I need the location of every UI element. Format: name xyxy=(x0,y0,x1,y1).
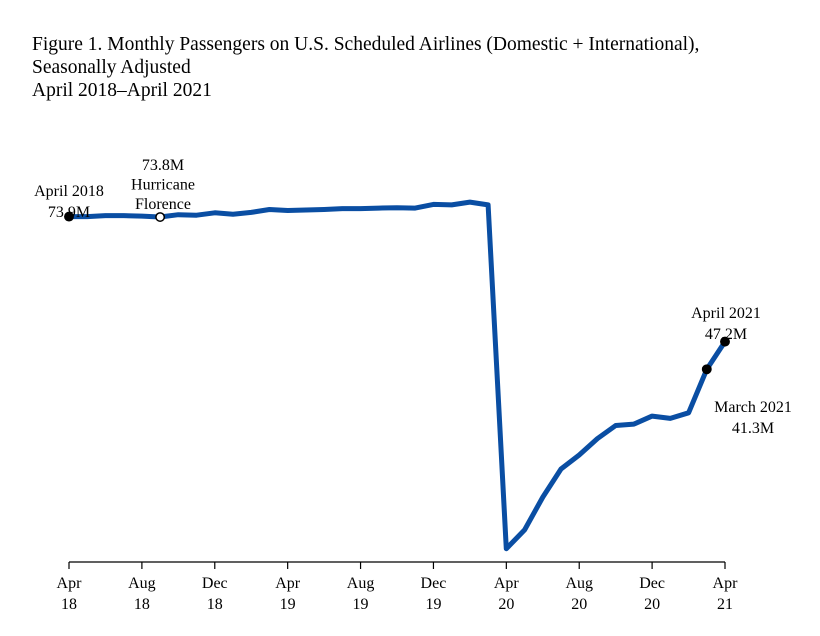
x-tick-label-year: 20 xyxy=(571,596,587,613)
x-tick-label: Apr 21 xyxy=(713,575,739,613)
x-tick-label-month: Apr xyxy=(275,575,301,592)
annotation-line: March 2021 xyxy=(714,399,792,416)
chart-title-line-3: April 2018–April 2021 xyxy=(32,80,212,101)
annotation-label: April 2021 47.2M xyxy=(691,305,761,343)
x-tick-label-year: 20 xyxy=(644,596,660,613)
x-axis: Apr 18 Aug 18 Dec 18 Apr 19 Aug 19 Dec 19 Apr 20 Aug 20… xyxy=(57,561,739,613)
annotation-line: 73.8M xyxy=(142,157,184,174)
annotation-label: March 2021 41.3M xyxy=(714,399,792,437)
x-tick-label-year: 18 xyxy=(134,596,150,613)
x-tick-label-year: 19 xyxy=(353,596,369,613)
annotation-line: Hurricane xyxy=(131,177,195,194)
data-point-marker xyxy=(701,364,712,375)
x-tick-label-year: 20 xyxy=(498,596,514,613)
x-tick-label-month: Aug xyxy=(565,575,593,592)
x-tick-label-year: 18 xyxy=(61,596,77,613)
x-tick-label-month: Dec xyxy=(421,575,447,592)
chart-title-line-2: Seasonally Adjusted xyxy=(32,57,191,78)
chart-title-line-1: Figure 1. Monthly Passengers on U.S. Sch… xyxy=(32,34,700,55)
x-tick-label-month: Apr xyxy=(494,575,520,592)
x-tick-label-month: Dec xyxy=(639,575,665,592)
x-tick-label: Aug 18 xyxy=(128,575,156,613)
x-tick-label-year: 19 xyxy=(425,596,441,613)
data-point-marker xyxy=(155,212,166,222)
annotation-line: 47.2M xyxy=(705,326,747,343)
x-tick-label: Aug 20 xyxy=(565,575,593,613)
chart-title: Figure 1. Monthly Passengers on U.S. Sch… xyxy=(32,33,699,102)
x-tick-label: Dec 19 xyxy=(421,575,447,613)
x-tick-label: Apr 19 xyxy=(275,575,301,613)
x-tick-label-month: Apr xyxy=(713,575,739,592)
x-tick-label-month: Aug xyxy=(128,575,156,592)
annotation-label: 73.8M Hurricane Florence xyxy=(131,157,195,213)
x-tick-label: Apr 20 xyxy=(494,575,520,613)
data-point-marker xyxy=(720,336,730,347)
annotation-label: April 2018 73.9M xyxy=(34,183,104,221)
x-tick-label-year: 18 xyxy=(207,596,223,613)
annotation-line: 41.3M xyxy=(732,420,774,437)
annotation-line: Florence xyxy=(135,196,191,213)
x-tick-label: Apr 18 xyxy=(57,575,83,613)
annotation-line: April 2018 xyxy=(34,183,104,200)
x-tick-label-month: Apr xyxy=(57,575,83,592)
x-tick-label: Dec 18 xyxy=(202,575,228,613)
annotation-line: April 2021 xyxy=(691,305,761,322)
annotation-group: April 2018 73.9M 73.8M Hurricane Florence Apr… xyxy=(34,157,792,437)
x-tick-label: Dec 20 xyxy=(639,575,665,613)
x-tick-label-year: 21 xyxy=(717,596,733,613)
series-group xyxy=(66,199,728,552)
marker-group xyxy=(64,211,730,375)
x-tick-label-month: Aug xyxy=(347,575,375,592)
x-tick-label: Aug 19 xyxy=(347,575,375,613)
series-line-passengers xyxy=(66,199,728,552)
x-tick-label-month: Dec xyxy=(202,575,228,592)
annotation-line: 73.9M xyxy=(48,204,90,221)
data-point-marker xyxy=(64,211,74,222)
x-tick-label-year: 19 xyxy=(280,596,296,613)
